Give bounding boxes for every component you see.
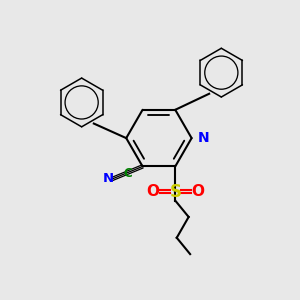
- Text: O: O: [146, 184, 159, 199]
- Text: N: N: [197, 131, 209, 145]
- Text: S: S: [169, 183, 181, 201]
- Text: O: O: [192, 184, 205, 199]
- Text: C: C: [124, 167, 132, 180]
- Text: N: N: [103, 172, 114, 185]
